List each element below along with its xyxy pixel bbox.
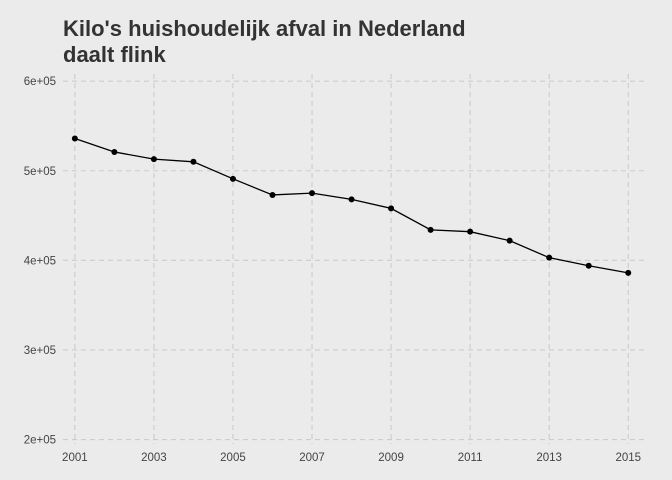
- x-tick-label: 2015: [615, 452, 641, 464]
- x-tick-label: 2001: [62, 452, 88, 464]
- x-tick-label: 2011: [458, 452, 483, 464]
- chart-title-line-2: daalt flink: [63, 42, 166, 67]
- grid-lines: [63, 74, 648, 444]
- x-tick-label: 2007: [299, 452, 325, 464]
- data-point: [309, 190, 316, 197]
- y-tick-label: 5e+05: [24, 166, 56, 178]
- y-axis-labels: 2e+05 3e+05 4e+05 5e+05 6e+05: [24, 76, 56, 446]
- y-tick-label: 6e+05: [24, 76, 56, 88]
- x-tick-label: 2009: [378, 452, 404, 464]
- data-point: [506, 237, 513, 244]
- data-point: [467, 228, 474, 235]
- data-point: [150, 156, 157, 163]
- y-tick-label: 2e+05: [24, 435, 56, 447]
- chart-title: Kilo's huishoudelijk afval in Nederland …: [63, 16, 466, 68]
- data-point: [625, 269, 632, 276]
- data-point: [585, 262, 592, 269]
- data-point: [269, 191, 276, 198]
- data-points: [71, 135, 632, 276]
- data-point: [71, 135, 78, 142]
- x-tick-label: 2013: [536, 452, 562, 464]
- data-point: [348, 196, 355, 203]
- y-tick-label: 3e+05: [24, 345, 56, 357]
- data-point: [229, 175, 236, 182]
- y-tick-label: 4e+05: [24, 255, 56, 267]
- data-point: [546, 254, 553, 261]
- data-point: [190, 158, 197, 165]
- series-line-group: [74, 137, 629, 274]
- x-tick-label: 2003: [141, 452, 167, 464]
- data-point: [388, 205, 395, 212]
- x-tick-label: 2005: [220, 452, 246, 464]
- x-axis-labels: 2001 2003 2005 2007 2009 2011 2013 2015: [62, 452, 641, 464]
- data-point: [427, 226, 434, 233]
- chart-title-line-1: Kilo's huishoudelijk afval in Nederland: [63, 16, 466, 41]
- series-line: [74, 137, 629, 274]
- data-point: [111, 148, 118, 155]
